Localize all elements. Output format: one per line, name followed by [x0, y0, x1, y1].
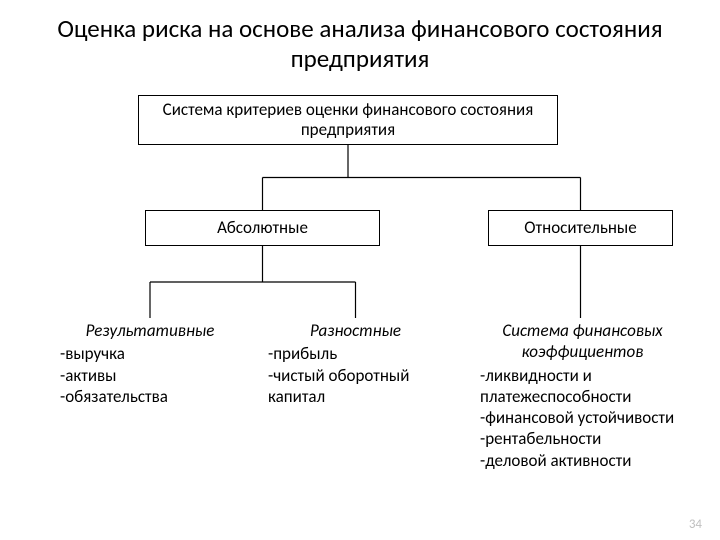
root-criteria-box: Система критериев оценки финансового сос…: [138, 95, 558, 145]
absolute-label: Абсолютные: [217, 218, 308, 238]
leaf-coefficients: Система финансовых коэффициентов -ликвид…: [480, 320, 685, 471]
list-item: -выручка: [60, 343, 240, 364]
list-item: -прибыль: [268, 343, 443, 364]
list-item: -финансовой устойчивости: [480, 407, 685, 428]
absolute-box: Абсолютные: [145, 210, 380, 246]
relative-box: Относительные: [488, 210, 673, 246]
leaf-difference-title: Разностные: [268, 320, 443, 341]
leaf-resultative-items: -выручка-активы-обязательства: [60, 343, 240, 407]
relative-label: Относительные: [524, 218, 636, 238]
list-item: -чистый оборотный капитал: [268, 365, 443, 408]
page-title: Оценка риска на основе анализа финансово…: [0, 0, 720, 78]
leaf-resultative-title: Результативные: [60, 320, 240, 341]
list-item: -деловой активности: [480, 450, 685, 471]
list-item: -обязательства: [60, 386, 240, 407]
list-item: -активы: [60, 365, 240, 386]
leaf-difference: Разностные -прибыль-чистый оборотный кап…: [268, 320, 443, 407]
page-number: 34: [689, 517, 702, 532]
leaf-difference-items: -прибыль-чистый оборотный капитал: [268, 343, 443, 407]
leaf-resultative: Результативные -выручка-активы-обязатель…: [60, 320, 240, 407]
list-item: -ликвидности и платежеспособности: [480, 365, 685, 408]
list-item: -рентабельности: [480, 428, 685, 449]
root-criteria-label: Система критериев оценки финансового сос…: [147, 100, 549, 141]
leaf-coefficients-items: -ликвидности и платежеспособности-финанс…: [480, 365, 685, 471]
leaf-coefficients-title: Система финансовых коэффициентов: [480, 320, 685, 363]
